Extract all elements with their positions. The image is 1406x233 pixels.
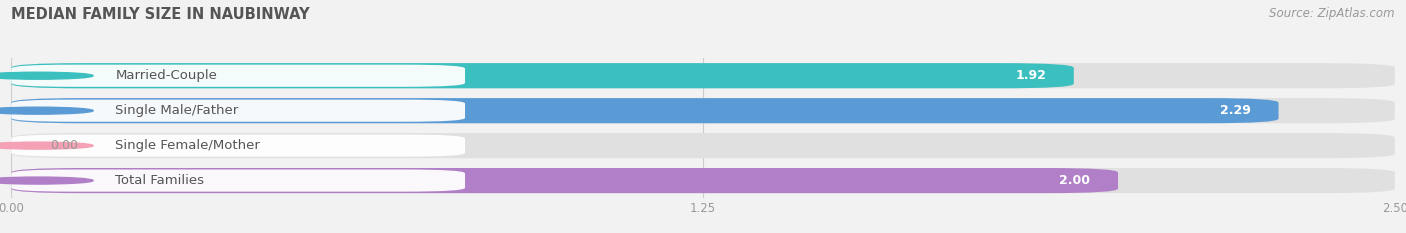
Circle shape [0,72,93,79]
Circle shape [0,107,93,114]
Text: Single Male/Father: Single Male/Father [115,104,239,117]
FancyBboxPatch shape [11,63,1074,88]
Text: Total Families: Total Families [115,174,204,187]
FancyBboxPatch shape [11,98,1278,123]
Text: Single Female/Mother: Single Female/Mother [115,139,260,152]
Circle shape [0,177,93,184]
Text: Married-Couple: Married-Couple [115,69,217,82]
Text: 1.92: 1.92 [1015,69,1046,82]
Text: Source: ZipAtlas.com: Source: ZipAtlas.com [1270,7,1395,20]
FancyBboxPatch shape [11,133,1395,158]
FancyBboxPatch shape [11,63,1395,88]
FancyBboxPatch shape [11,65,465,87]
FancyBboxPatch shape [11,168,1118,193]
Text: 2.00: 2.00 [1059,174,1091,187]
Circle shape [0,142,93,149]
Text: MEDIAN FAMILY SIZE IN NAUBINWAY: MEDIAN FAMILY SIZE IN NAUBINWAY [11,7,309,22]
FancyBboxPatch shape [11,169,465,192]
FancyBboxPatch shape [11,134,465,157]
Text: 2.29: 2.29 [1220,104,1251,117]
Text: 0.00: 0.00 [51,139,77,152]
FancyBboxPatch shape [11,168,1395,193]
FancyBboxPatch shape [11,98,1395,123]
FancyBboxPatch shape [11,99,465,122]
